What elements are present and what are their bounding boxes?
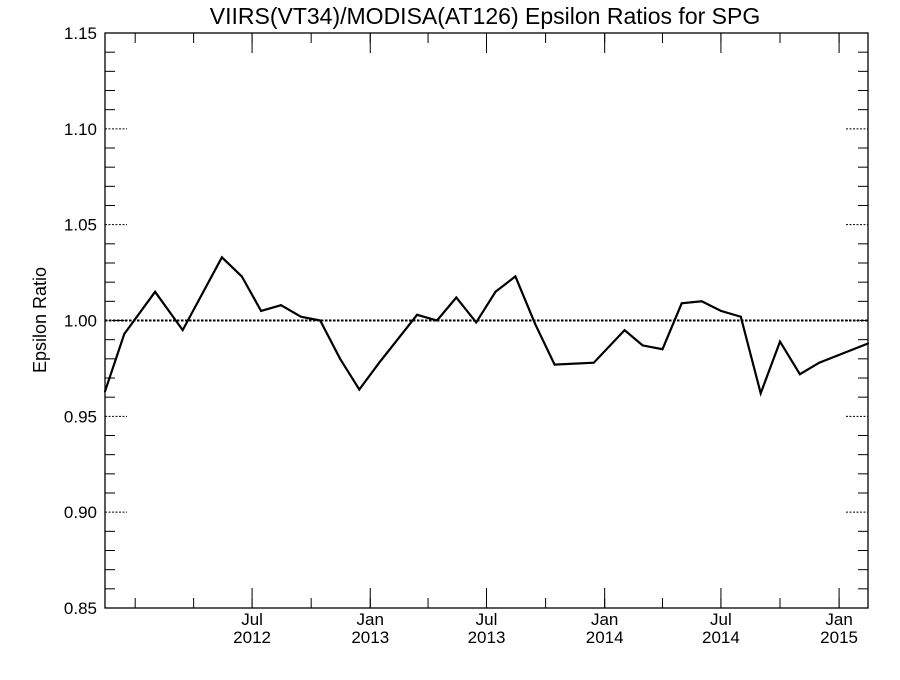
data-point	[739, 315, 742, 318]
y-tick-label: 1.15	[64, 24, 97, 43]
y-tick-label: 1.00	[64, 312, 97, 331]
data-point	[475, 321, 478, 324]
y-tick-label: 0.90	[64, 503, 97, 522]
data-point	[680, 302, 683, 305]
data-point	[220, 256, 223, 259]
x-tick-label-year: 2014	[586, 628, 624, 647]
chart-title: VIIRS(VT34)/MODISA(AT126) Epsilon Ratios…	[210, 3, 760, 29]
x-tick-label-month: Jul	[476, 610, 498, 629]
x-tick-label-year: 2014	[702, 628, 740, 647]
x-tick-label-month: Jul	[710, 610, 732, 629]
data-point	[299, 315, 302, 318]
data-point	[779, 340, 782, 343]
plot-area: 0.850.900.951.001.051.101.15Jul2012Jan20…	[64, 24, 869, 647]
x-tick-label-year: 2013	[351, 628, 389, 647]
data-point	[436, 319, 439, 322]
x-tick-label-year: 2013	[468, 628, 506, 647]
data-point	[818, 361, 821, 364]
data-point	[104, 390, 106, 393]
y-tick-label: 0.95	[64, 407, 97, 426]
x-tick-label-month: Jan	[357, 610, 384, 629]
data-point	[378, 361, 381, 364]
x-tick-label-year: 2012	[233, 628, 271, 647]
data-point	[494, 290, 497, 293]
data-point	[279, 304, 282, 307]
data-point	[759, 392, 762, 395]
data-point	[514, 275, 517, 278]
data-point	[798, 373, 801, 376]
y-tick-label: 1.10	[64, 120, 97, 139]
x-tick-label-month: Jan	[591, 610, 618, 629]
data-point	[867, 342, 869, 345]
data-point	[700, 300, 703, 303]
data-point	[719, 309, 722, 312]
data-point	[534, 323, 537, 326]
data-point	[592, 361, 595, 364]
series-line	[103, 255, 869, 397]
data-point	[358, 388, 361, 391]
data-point	[623, 329, 626, 332]
data-point	[123, 332, 126, 335]
y-tick-label: 1.05	[64, 216, 97, 235]
data-point	[260, 309, 263, 312]
data-point	[339, 357, 342, 360]
data-point	[553, 363, 556, 366]
data-point	[181, 329, 184, 332]
data-point	[154, 290, 157, 293]
data-point	[455, 296, 458, 299]
y-tick-label: 0.85	[64, 599, 97, 618]
data-point	[240, 275, 243, 278]
y-axis-label: Epsilon Ratio	[30, 267, 50, 373]
x-tick-label-month: Jan	[825, 610, 852, 629]
data-point	[319, 319, 322, 322]
data-point	[416, 313, 419, 316]
x-tick-label-year: 2015	[820, 628, 858, 647]
x-tick-label-month: Jul	[241, 610, 263, 629]
data-point	[641, 344, 644, 347]
data-point	[661, 348, 664, 351]
